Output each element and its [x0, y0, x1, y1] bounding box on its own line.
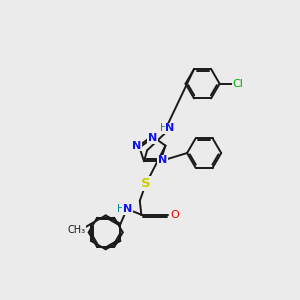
Text: CH₃: CH₃	[67, 225, 85, 235]
Text: N: N	[132, 141, 141, 151]
Text: H: H	[160, 123, 168, 134]
Text: Cl: Cl	[233, 79, 244, 89]
Text: S: S	[141, 177, 151, 190]
Text: N: N	[165, 123, 175, 134]
Text: N: N	[148, 134, 157, 143]
Text: O: O	[170, 210, 179, 220]
Text: H: H	[117, 204, 125, 214]
Text: N: N	[123, 204, 132, 214]
Text: N: N	[158, 155, 167, 165]
